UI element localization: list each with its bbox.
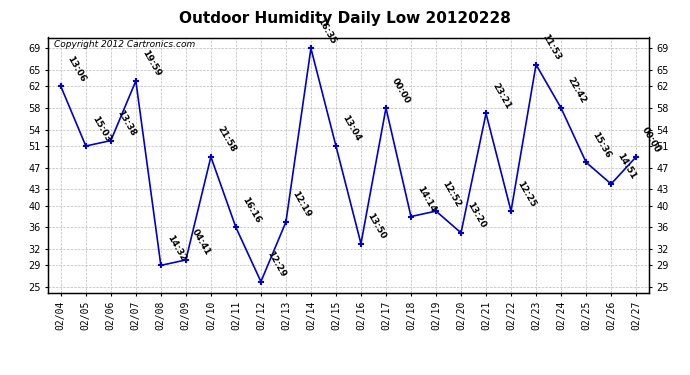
Text: 14:51: 14:51 [615,152,638,181]
Text: 13:06: 13:06 [65,54,87,84]
Text: 19:59: 19:59 [140,49,162,78]
Text: 16:16: 16:16 [240,195,262,225]
Text: 04:41: 04:41 [190,228,213,257]
Text: 13:38: 13:38 [115,108,137,138]
Text: 12:25: 12:25 [515,179,538,209]
Text: 00:00: 00:00 [390,76,412,105]
Text: 12:19: 12:19 [290,190,313,219]
Text: 12:29: 12:29 [265,249,287,279]
Text: 23:21: 23:21 [490,81,512,111]
Text: 13:04: 13:04 [340,114,362,143]
Text: 14:32: 14:32 [165,233,187,262]
Text: 00:00: 00:00 [640,125,662,154]
Text: 12:52: 12:52 [440,179,462,209]
Text: 21:58: 21:58 [215,125,237,154]
Text: 15:03: 15:03 [90,114,112,143]
Text: Outdoor Humidity Daily Low 20120228: Outdoor Humidity Daily Low 20120228 [179,11,511,26]
Text: 16:35: 16:35 [315,16,337,46]
Text: 14:14: 14:14 [415,184,437,214]
Text: 15:36: 15:36 [590,130,612,159]
Text: 13:50: 13:50 [365,212,387,241]
Text: 13:20: 13:20 [465,201,487,230]
Text: Copyright 2012 Cartronics.com: Copyright 2012 Cartronics.com [55,40,195,49]
Text: 22:42: 22:42 [565,76,587,105]
Text: 11:53: 11:53 [540,33,562,62]
